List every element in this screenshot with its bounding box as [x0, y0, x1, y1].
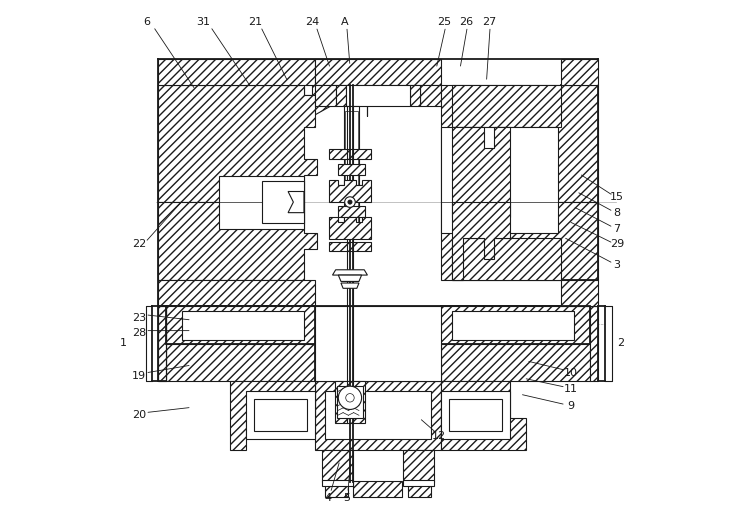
- Text: 3: 3: [614, 260, 621, 269]
- Polygon shape: [452, 85, 560, 127]
- Circle shape: [345, 394, 355, 402]
- Bar: [182, 311, 304, 340]
- Text: 28: 28: [132, 329, 146, 338]
- Bar: [166, 344, 314, 381]
- Polygon shape: [159, 202, 318, 280]
- Bar: [314, 306, 442, 381]
- Bar: [353, 481, 402, 497]
- Bar: [159, 280, 314, 306]
- Polygon shape: [159, 85, 367, 202]
- Text: 9: 9: [568, 402, 575, 411]
- Polygon shape: [341, 283, 359, 288]
- Polygon shape: [335, 381, 365, 423]
- Circle shape: [348, 200, 352, 204]
- Text: A: A: [342, 17, 349, 27]
- Bar: [420, 85, 442, 106]
- Text: 21: 21: [248, 17, 262, 27]
- Circle shape: [339, 386, 361, 409]
- Bar: [410, 85, 420, 106]
- Polygon shape: [330, 217, 370, 239]
- Text: 25: 25: [438, 17, 452, 27]
- Bar: [330, 149, 370, 159]
- Bar: [408, 481, 431, 497]
- Text: 1: 1: [119, 339, 127, 348]
- Text: 12: 12: [432, 432, 447, 441]
- Bar: [314, 59, 442, 85]
- Bar: [452, 311, 574, 340]
- Polygon shape: [442, 85, 597, 202]
- Bar: [560, 59, 597, 85]
- Polygon shape: [339, 275, 361, 281]
- Bar: [339, 206, 365, 217]
- Text: 4: 4: [325, 494, 332, 503]
- Text: 23: 23: [132, 314, 146, 323]
- Polygon shape: [452, 202, 510, 280]
- Bar: [254, 399, 307, 431]
- Text: 29: 29: [610, 240, 624, 249]
- Text: 15: 15: [610, 192, 624, 202]
- Bar: [403, 480, 433, 486]
- Bar: [346, 85, 410, 106]
- Bar: [314, 381, 442, 450]
- Bar: [442, 391, 510, 439]
- Polygon shape: [452, 238, 560, 280]
- Polygon shape: [230, 381, 314, 450]
- Polygon shape: [288, 191, 304, 213]
- Polygon shape: [159, 85, 318, 202]
- Bar: [590, 306, 597, 381]
- Bar: [330, 242, 370, 251]
- Bar: [336, 85, 346, 106]
- Bar: [159, 306, 166, 381]
- Text: 11: 11: [564, 384, 578, 394]
- Polygon shape: [330, 180, 370, 202]
- Text: 7: 7: [614, 224, 621, 233]
- Text: 26: 26: [459, 17, 472, 27]
- Bar: [442, 127, 558, 233]
- Bar: [339, 185, 365, 196]
- Bar: [344, 106, 360, 233]
- Bar: [219, 176, 304, 229]
- Bar: [166, 306, 590, 344]
- Bar: [159, 59, 314, 85]
- Bar: [323, 480, 353, 486]
- Text: 5: 5: [342, 494, 350, 503]
- Text: 27: 27: [482, 17, 496, 27]
- Bar: [159, 306, 166, 381]
- Bar: [336, 386, 363, 418]
- Text: 8: 8: [614, 208, 621, 217]
- Bar: [560, 280, 597, 306]
- Text: 19: 19: [132, 371, 146, 380]
- Text: 20: 20: [132, 411, 146, 420]
- Polygon shape: [333, 270, 367, 275]
- Text: 31: 31: [197, 17, 210, 27]
- Bar: [166, 306, 590, 344]
- Text: 24: 24: [305, 17, 320, 27]
- Bar: [262, 181, 304, 223]
- Text: 2: 2: [617, 339, 624, 348]
- Bar: [339, 164, 365, 175]
- Bar: [325, 481, 348, 497]
- Bar: [325, 391, 431, 439]
- Bar: [323, 450, 353, 482]
- Polygon shape: [452, 127, 510, 217]
- Bar: [314, 85, 336, 106]
- Bar: [442, 344, 590, 381]
- Text: 22: 22: [132, 240, 146, 249]
- Circle shape: [345, 197, 355, 207]
- Polygon shape: [442, 202, 597, 280]
- Text: 10: 10: [564, 368, 578, 378]
- Bar: [449, 399, 502, 431]
- Polygon shape: [442, 381, 526, 450]
- Bar: [246, 391, 314, 439]
- Text: 6: 6: [143, 17, 150, 27]
- Bar: [345, 111, 358, 227]
- Bar: [403, 450, 433, 482]
